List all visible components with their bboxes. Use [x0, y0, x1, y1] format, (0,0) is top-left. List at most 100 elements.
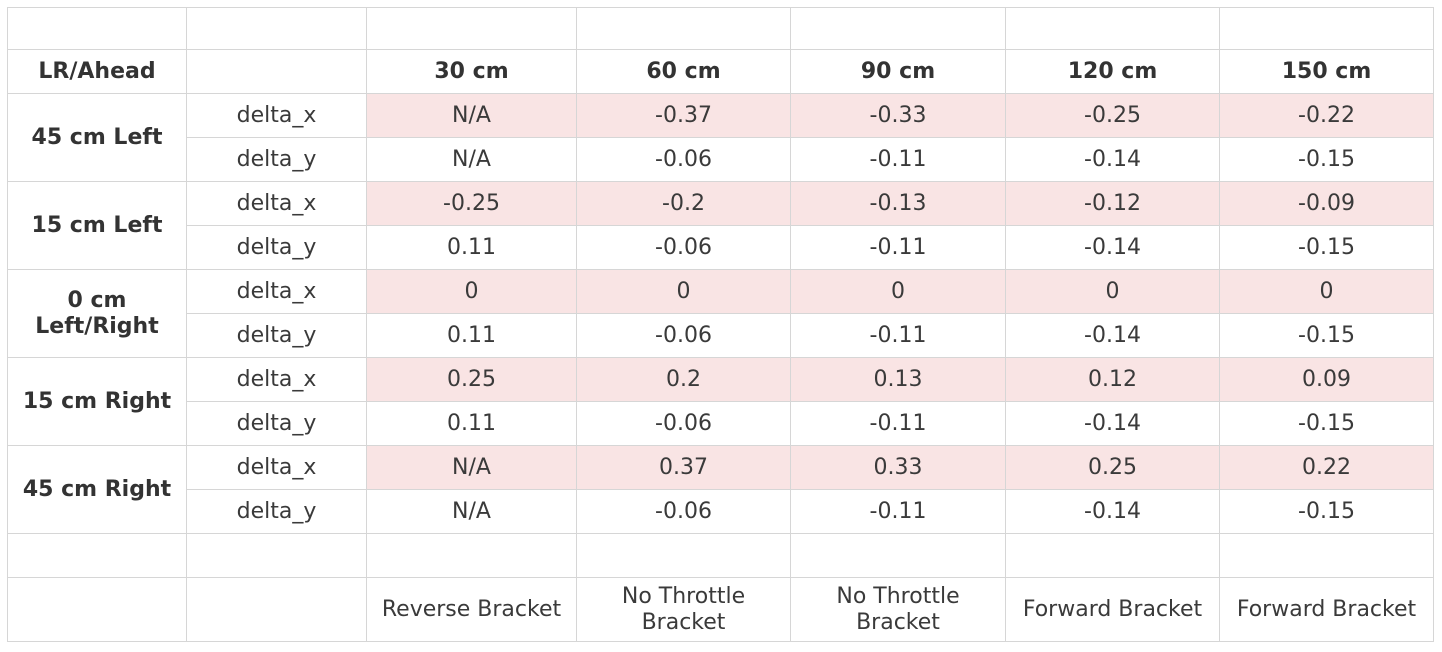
- value-cell[interactable]: 0: [1219, 269, 1434, 314]
- bracket-cell[interactable]: Forward Bracket: [1219, 577, 1434, 642]
- value-cell[interactable]: -0.14: [1005, 401, 1220, 446]
- distance-header-cell[interactable]: 60 cm: [576, 49, 791, 94]
- group-label-cell[interactable]: 0 cm Left/Right: [7, 269, 187, 358]
- bracket-cell[interactable]: No Throttle Bracket: [576, 577, 791, 642]
- value-cell[interactable]: -0.14: [1005, 313, 1220, 358]
- group-label-cell[interactable]: 15 cm Right: [7, 357, 187, 446]
- empty-cell[interactable]: [186, 7, 367, 50]
- empty-row-top: [7, 7, 1434, 50]
- value-cell[interactable]: -0.2: [576, 181, 791, 226]
- value-cell[interactable]: N/A: [366, 137, 577, 182]
- value-cell[interactable]: -0.15: [1219, 489, 1434, 534]
- value-cell[interactable]: -0.25: [1005, 93, 1220, 138]
- bracket-label-line: No Throttle: [836, 583, 960, 609]
- metric-cell[interactable]: delta_y: [186, 489, 367, 534]
- value-cell[interactable]: 0.11: [366, 401, 577, 446]
- bracket-label-line: Bracket: [641, 609, 726, 635]
- value-cell[interactable]: 0.13: [790, 357, 1006, 402]
- metric-cell[interactable]: delta_x: [186, 181, 367, 226]
- group-label-cell[interactable]: 45 cm Right: [7, 445, 187, 534]
- empty-cell[interactable]: [186, 533, 367, 578]
- value-cell[interactable]: 0: [576, 269, 791, 314]
- metric-cell[interactable]: delta_y: [186, 225, 367, 270]
- value-cell[interactable]: -0.06: [576, 313, 791, 358]
- distance-header-cell[interactable]: 30 cm: [366, 49, 577, 94]
- metric-cell[interactable]: delta_y: [186, 313, 367, 358]
- empty-cell[interactable]: [576, 7, 791, 50]
- value-cell[interactable]: 0: [366, 269, 577, 314]
- empty-cell[interactable]: [1005, 533, 1220, 578]
- distance-header-cell[interactable]: 90 cm: [790, 49, 1006, 94]
- value-cell[interactable]: -0.14: [1005, 225, 1220, 270]
- value-cell[interactable]: N/A: [366, 489, 577, 534]
- group-label-cell[interactable]: 45 cm Left: [7, 93, 187, 182]
- value-cell[interactable]: 0.11: [366, 313, 577, 358]
- empty-cell[interactable]: [7, 577, 187, 642]
- metric-cell[interactable]: delta_x: [186, 357, 367, 402]
- metric-cell[interactable]: delta_x: [186, 93, 367, 138]
- value-cell[interactable]: -0.09: [1219, 181, 1434, 226]
- value-cell[interactable]: 0.09: [1219, 357, 1434, 402]
- value-cell[interactable]: 0: [1005, 269, 1220, 314]
- value-cell[interactable]: -0.13: [790, 181, 1006, 226]
- value-cell[interactable]: -0.11: [790, 313, 1006, 358]
- empty-cell[interactable]: [366, 533, 577, 578]
- value-cell[interactable]: -0.12: [1005, 181, 1220, 226]
- metric-cell[interactable]: delta_x: [186, 269, 367, 314]
- value-cell[interactable]: -0.14: [1005, 137, 1220, 182]
- table-row: 0 cm Left/Right delta_x 0 0 0 0 0: [7, 269, 1434, 358]
- value-cell[interactable]: N/A: [366, 445, 577, 490]
- value-cell[interactable]: 0.2: [576, 357, 791, 402]
- empty-cell[interactable]: [7, 533, 187, 578]
- value-cell[interactable]: 0: [790, 269, 1006, 314]
- value-cell[interactable]: 0.25: [1005, 445, 1220, 490]
- value-cell[interactable]: -0.11: [790, 489, 1006, 534]
- value-cell[interactable]: -0.15: [1219, 137, 1434, 182]
- value-cell[interactable]: -0.11: [790, 225, 1006, 270]
- empty-cell[interactable]: [790, 533, 1006, 578]
- value-cell[interactable]: -0.14: [1005, 489, 1220, 534]
- value-cell[interactable]: -0.22: [1219, 93, 1434, 138]
- bracket-label-line: Bracket: [856, 609, 940, 635]
- empty-cell[interactable]: [576, 533, 791, 578]
- empty-cell[interactable]: [1219, 533, 1434, 578]
- value-cell[interactable]: 0.22: [1219, 445, 1434, 490]
- value-cell[interactable]: 0.11: [366, 225, 577, 270]
- bracket-cell[interactable]: Forward Bracket: [1005, 577, 1220, 642]
- value-cell[interactable]: 0.33: [790, 445, 1006, 490]
- value-cell[interactable]: -0.06: [576, 137, 791, 182]
- value-cell[interactable]: -0.06: [576, 401, 791, 446]
- empty-cell[interactable]: [1219, 7, 1434, 50]
- value-cell[interactable]: -0.11: [790, 137, 1006, 182]
- metric-cell[interactable]: delta_y: [186, 401, 367, 446]
- bracket-cell[interactable]: No Throttle Bracket: [790, 577, 1006, 642]
- metric-cell[interactable]: delta_x: [186, 445, 367, 490]
- value-cell[interactable]: 0.37: [576, 445, 791, 490]
- value-cell[interactable]: -0.25: [366, 181, 577, 226]
- value-cell[interactable]: -0.11: [790, 401, 1006, 446]
- corner-label-cell[interactable]: LR/Ahead: [7, 49, 187, 94]
- value-cell[interactable]: N/A: [366, 93, 577, 138]
- distance-header-cell[interactable]: 150 cm: [1219, 49, 1434, 94]
- table-row: delta_y 0.11 -0.06 -0.11 -0.14 -0.15: [8, 313, 1434, 358]
- empty-cell[interactable]: [790, 7, 1006, 50]
- empty-cell[interactable]: [186, 49, 367, 94]
- empty-cell[interactable]: [366, 7, 577, 50]
- value-cell[interactable]: 0.25: [366, 357, 577, 402]
- value-cell[interactable]: -0.15: [1219, 401, 1434, 446]
- distance-header-cell[interactable]: 120 cm: [1005, 49, 1220, 94]
- metric-cell[interactable]: delta_y: [186, 137, 367, 182]
- bracket-cell[interactable]: Reverse Bracket: [366, 577, 577, 642]
- value-cell[interactable]: -0.06: [576, 489, 791, 534]
- value-cell[interactable]: -0.37: [576, 93, 791, 138]
- empty-cell[interactable]: [7, 7, 187, 50]
- empty-cell[interactable]: [186, 577, 367, 642]
- value-cell[interactable]: -0.06: [576, 225, 791, 270]
- value-cell[interactable]: -0.15: [1219, 225, 1434, 270]
- group-label-cell[interactable]: 15 cm Left: [7, 181, 187, 270]
- value-cell[interactable]: -0.33: [790, 93, 1006, 138]
- value-cell[interactable]: 0.12: [1005, 357, 1220, 402]
- table-row: delta_y 0.11 -0.06 -0.11 -0.14 -0.15: [8, 225, 1434, 270]
- empty-cell[interactable]: [1005, 7, 1220, 50]
- value-cell[interactable]: -0.15: [1219, 313, 1434, 358]
